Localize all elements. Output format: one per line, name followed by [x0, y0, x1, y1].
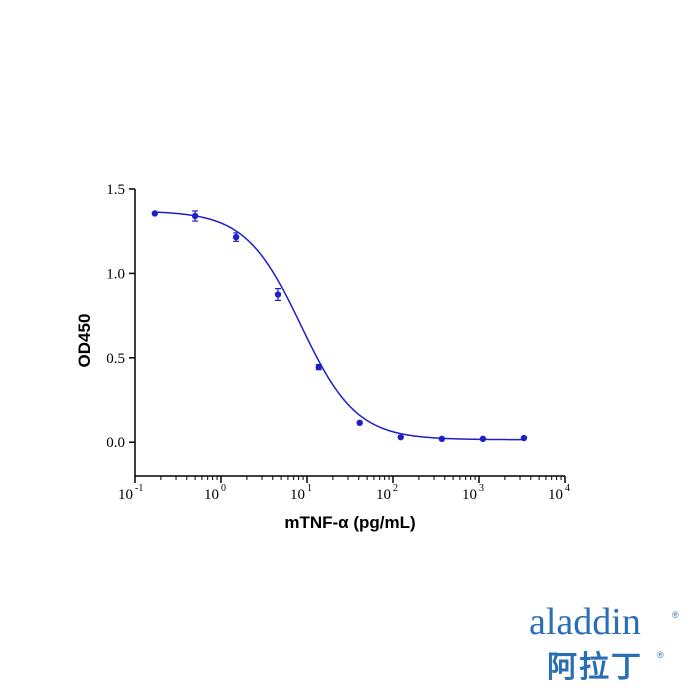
logo-chinese-text: 阿拉丁 [547, 650, 643, 685]
data-point [520, 434, 528, 442]
aladdin-logo: aladdin ® 阿拉丁 ® [525, 600, 685, 690]
y-tick-label: 0.5 [106, 351, 125, 367]
x-tick-label-base: 10 [462, 487, 477, 503]
x-tick-label-base: 10 [548, 487, 563, 503]
y-tick-label: 0.0 [106, 435, 125, 451]
data-point [274, 291, 282, 298]
y-tick-label: 1.5 [106, 182, 125, 198]
x-tick-label-base: 10 [118, 487, 133, 503]
logo-wordmark: aladdin [529, 601, 641, 643]
y-axis-title: OD450 [75, 314, 94, 368]
y-tick-label: 1.0 [106, 266, 125, 282]
x-tick-label-base: 10 [290, 487, 305, 503]
x-tick-label-exponent: -1 [135, 483, 143, 494]
data-point [315, 363, 322, 371]
x-tick-label-exponent: 4 [565, 483, 570, 494]
x-tick-label-exponent: 3 [479, 483, 484, 494]
x-tick-label-base: 10 [376, 487, 391, 503]
data-point [232, 233, 240, 241]
logo-registered-mark-cn: ® [657, 650, 664, 660]
fit-curve [154, 211, 524, 441]
data-point [397, 433, 404, 441]
axes [129, 188, 566, 483]
data-point [356, 419, 363, 427]
data-point [438, 435, 446, 443]
logo-registered-mark: ® [672, 610, 679, 620]
data-point [191, 212, 199, 220]
data-points-group [151, 210, 528, 443]
x-axis-title: mTNF-α (pg/mL) [284, 513, 415, 532]
x-tick-label-exponent: 1 [307, 483, 312, 494]
data-point [151, 210, 159, 217]
x-tick-label-exponent: 0 [221, 483, 226, 494]
x-tick-label-base: 10 [204, 487, 219, 503]
x-tick-label-exponent: 2 [393, 483, 398, 494]
tick-labels-group: 0.00.51.01.510 -1 10 0 10 1 10 2 10 3 10 4 [106, 182, 570, 503]
fit-curve-group [154, 211, 524, 441]
data-point [479, 435, 487, 443]
